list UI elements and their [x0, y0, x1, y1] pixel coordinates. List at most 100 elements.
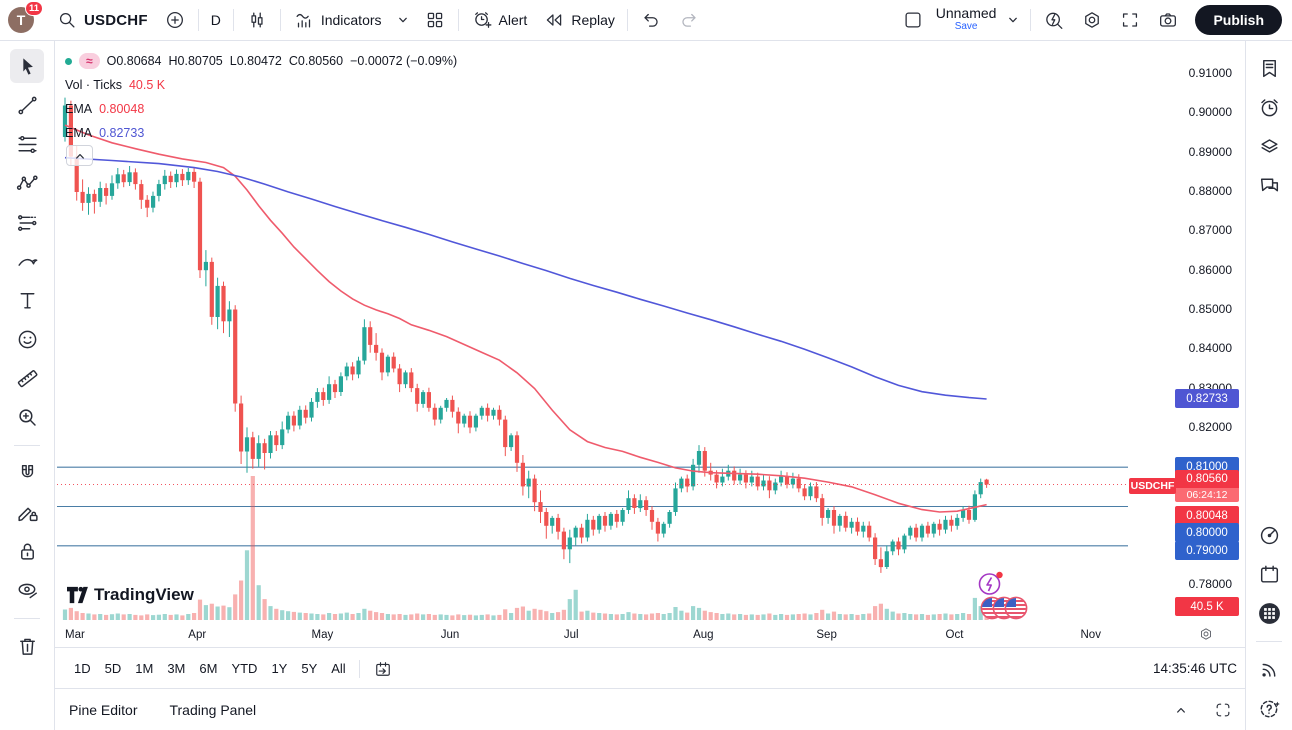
- tab-trading-panel[interactable]: Trading Panel: [169, 701, 257, 718]
- layout-name: Unnamed: [935, 5, 997, 21]
- range-button-5d[interactable]: 5D: [104, 661, 122, 676]
- streams-button[interactable]: [1252, 652, 1286, 686]
- time-axis-label: Sep: [816, 629, 836, 641]
- economic-calendar-button[interactable]: [1252, 557, 1286, 591]
- range-button-3m[interactable]: 3M: [167, 661, 186, 676]
- collapse-legend-button[interactable]: [66, 145, 93, 166]
- volume-legend-row[interactable]: Vol · Ticks 40.5 K: [65, 73, 457, 97]
- layout-name-block[interactable]: Unnamed Save: [932, 5, 1001, 33]
- range-button-5y[interactable]: 5Y: [301, 661, 318, 676]
- quick-search-button[interactable]: [1035, 4, 1073, 36]
- interval-button[interactable]: D: [203, 4, 229, 36]
- chart-pane[interactable]: Mar Apr May Jun Jul Aug Sep Oct Nov ≈ O0.80684 H…: [55, 41, 1245, 648]
- tab-pine-editor[interactable]: Pine Editor: [69, 701, 138, 718]
- remove-all-drawings-button[interactable]: [10, 629, 44, 663]
- chat-button[interactable]: [1252, 168, 1286, 202]
- range-button-all[interactable]: All: [331, 661, 346, 676]
- chart-settings-button[interactable]: [1073, 4, 1111, 36]
- symbol-name: USDCHF: [84, 11, 148, 29]
- price-axis[interactable]: 0.91000 0.90000 0.89000 0.88000 0.87000 0.860…: [1128, 41, 1245, 648]
- snapshot-button[interactable]: [1149, 4, 1187, 36]
- apps-grid-button[interactable]: [1252, 596, 1286, 630]
- candlestick-series: [62, 97, 989, 573]
- emoji-tool-button[interactable]: [10, 322, 44, 356]
- symbol-search-button[interactable]: USDCHF: [48, 4, 156, 36]
- magnet-mode-button[interactable]: [10, 456, 44, 490]
- zoom-in-tool-button[interactable]: [10, 400, 44, 434]
- xabcd-pattern-tool-button[interactable]: [10, 166, 44, 200]
- fullscreen-button[interactable]: [1111, 4, 1149, 36]
- ema-slow-line[interactable]: [64, 156, 987, 400]
- go-to-date-button[interactable]: [366, 655, 400, 683]
- fib-retracement-tool-button[interactable]: [10, 127, 44, 161]
- help-button[interactable]: [1252, 691, 1286, 725]
- event-flag-icons[interactable]: [980, 596, 1028, 620]
- stay-in-drawing-mode-button[interactable]: [10, 495, 44, 529]
- compare-add-symbol-button[interactable]: [156, 4, 194, 36]
- alert-label: Alert: [498, 12, 528, 28]
- lock-all-drawings-button[interactable]: [10, 534, 44, 568]
- text-tool-button[interactable]: [10, 283, 44, 317]
- time-axis-settings-icon[interactable]: [1198, 626, 1214, 642]
- divider: [232, 9, 234, 31]
- stay-in-drawing-mode-icon: [15, 500, 40, 525]
- restore-panel-button[interactable]: [1213, 700, 1233, 720]
- hline-badge-080[interactable]: 0.80000: [1175, 523, 1239, 542]
- projection-tool-button[interactable]: [10, 205, 44, 239]
- drawing-toolbar: [0, 41, 55, 730]
- economic-calendar-icon: [1257, 562, 1282, 587]
- alerts-button[interactable]: [1252, 90, 1286, 124]
- publish-button[interactable]: Publish: [1195, 5, 1282, 35]
- indicators-button[interactable]: Indicators: [285, 4, 390, 36]
- grid-layout-button[interactable]: [416, 4, 454, 36]
- measure-tool-button[interactable]: [10, 361, 44, 395]
- economic-event-icon[interactable]: [977, 570, 1004, 597]
- range-button-ytd[interactable]: YTD: [231, 661, 258, 676]
- hline-badge-079[interactable]: 0.79000: [1175, 541, 1239, 560]
- ema-fast-legend-row[interactable]: EMA 0.80048: [65, 97, 457, 121]
- expand-panel-button[interactable]: [1171, 700, 1191, 720]
- ema-fast-line[interactable]: [64, 124, 987, 513]
- save-link[interactable]: Save: [954, 21, 978, 32]
- trend-line-tool-button[interactable]: [10, 88, 44, 122]
- ema-slow-badge[interactable]: 0.82733: [1175, 389, 1239, 408]
- indicator-templates-button[interactable]: [390, 4, 416, 36]
- watchlist-button[interactable]: [1252, 51, 1286, 85]
- price-tick: 0.91000: [1188, 66, 1232, 80]
- symbol-legend-row[interactable]: ≈ O0.80684 H0.80705 L0.80472 C0.80560 −0…: [65, 49, 457, 73]
- ema-slow-legend-row[interactable]: EMA 0.82733: [65, 121, 457, 145]
- ema-slow-label: EMA: [65, 126, 93, 140]
- replay-button[interactable]: Replay: [535, 4, 623, 36]
- layout-button[interactable]: [894, 4, 932, 36]
- alert-button[interactable]: Alert: [463, 4, 536, 36]
- remove-all-drawings-icon: [15, 634, 40, 659]
- chart-legend: ≈ O0.80684 H0.80705 L0.80472 C0.80560 −0…: [65, 49, 457, 145]
- undo-button[interactable]: [632, 4, 670, 36]
- screener-button[interactable]: [1252, 518, 1286, 552]
- ohlc-close-label: C: [288, 54, 298, 68]
- redo-button[interactable]: [670, 4, 708, 36]
- range-button-1d[interactable]: 1D: [74, 661, 91, 676]
- range-button-1m[interactable]: 1M: [135, 661, 154, 676]
- range-button-1y[interactable]: 1Y: [271, 661, 288, 676]
- divider: [1030, 9, 1032, 31]
- volume-badge[interactable]: 40.5 K: [1175, 597, 1239, 616]
- last-price-badge[interactable]: 0.80560 06:24:12: [1175, 470, 1239, 502]
- range-button-6m[interactable]: 6M: [199, 661, 218, 676]
- hide-all-drawings-button[interactable]: [10, 573, 44, 607]
- clock[interactable]: 14:35:46 UTC: [1152, 661, 1237, 676]
- chart-type-button[interactable]: [238, 4, 276, 36]
- indicators-label: Indicators: [320, 12, 382, 28]
- ema-fast-badge[interactable]: 0.80048: [1175, 506, 1239, 525]
- zoom-in-tool-icon: [15, 405, 40, 430]
- ema-slow-value: 0.82733: [99, 126, 145, 140]
- divider: [358, 659, 360, 678]
- user-avatar[interactable]: T 11: [8, 1, 43, 33]
- us-flag-coin-icon: [1004, 596, 1028, 620]
- brush-tool-button[interactable]: [10, 244, 44, 278]
- cursor-tool-button[interactable]: [10, 49, 44, 83]
- chart-canvas[interactable]: Mar Apr May Jun Jul Aug Sep Oct Nov: [57, 41, 1128, 648]
- object-tree-button[interactable]: [1252, 129, 1286, 163]
- volume-label: Vol · Ticks: [65, 78, 122, 92]
- layout-menu-button[interactable]: [1000, 4, 1026, 36]
